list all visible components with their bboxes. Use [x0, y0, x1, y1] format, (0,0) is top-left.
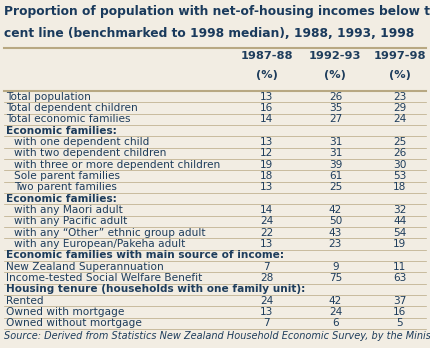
Text: 37: 37	[393, 295, 407, 306]
Text: 19: 19	[260, 160, 273, 170]
Text: Total dependent children: Total dependent children	[6, 103, 138, 113]
Text: 43: 43	[329, 228, 342, 238]
Text: 19: 19	[393, 239, 406, 249]
Text: Rented: Rented	[6, 295, 44, 306]
Text: Source: Derived from Statistics New Zealand Household Economic Survey, by the Mi: Source: Derived from Statistics New Zeal…	[4, 331, 430, 341]
Text: 16: 16	[260, 103, 273, 113]
Text: cent line (benchmarked to 1998 median), 1988, 1993, 1998: cent line (benchmarked to 1998 median), …	[4, 27, 415, 40]
Text: 63: 63	[393, 273, 407, 283]
Text: 14: 14	[260, 114, 273, 125]
Text: 1992-93: 1992-93	[309, 51, 362, 61]
Text: 26: 26	[393, 149, 406, 158]
Text: 42: 42	[329, 295, 342, 306]
Text: 24: 24	[260, 216, 273, 226]
Text: 61: 61	[329, 171, 342, 181]
Text: 25: 25	[329, 182, 342, 192]
Text: 22: 22	[260, 228, 273, 238]
Text: 23: 23	[329, 239, 342, 249]
Text: 7: 7	[263, 262, 270, 271]
Text: Total economic families: Total economic families	[6, 114, 131, 125]
Text: 50: 50	[329, 216, 342, 226]
Text: 25: 25	[393, 137, 406, 147]
Text: Economic families with main source of income:: Economic families with main source of in…	[6, 250, 285, 260]
Text: 28: 28	[260, 273, 273, 283]
Text: 14: 14	[260, 205, 273, 215]
Text: 31: 31	[329, 149, 342, 158]
Text: 35: 35	[329, 103, 342, 113]
Text: 13: 13	[260, 182, 273, 192]
Text: Owned with mortgage: Owned with mortgage	[6, 307, 125, 317]
Text: Owned without mortgage: Owned without mortgage	[6, 318, 142, 328]
Text: 12: 12	[260, 149, 273, 158]
Text: 53: 53	[393, 171, 407, 181]
Text: 18: 18	[260, 171, 273, 181]
Text: 9: 9	[332, 262, 339, 271]
Text: Sole parent families: Sole parent families	[14, 171, 120, 181]
Text: 30: 30	[393, 160, 407, 170]
Text: 6: 6	[332, 318, 339, 328]
Text: 44: 44	[393, 216, 406, 226]
Text: with any European/Pakeha adult: with any European/Pakeha adult	[14, 239, 185, 249]
Text: Income-tested Social Welfare Benefit: Income-tested Social Welfare Benefit	[6, 273, 203, 283]
Text: with two dependent children: with two dependent children	[14, 149, 166, 158]
Text: 11: 11	[393, 262, 406, 271]
Text: with any “Other” ethnic group adult: with any “Other” ethnic group adult	[14, 228, 206, 238]
Text: New Zealand Superannuation: New Zealand Superannuation	[6, 262, 164, 271]
Text: 16: 16	[393, 307, 406, 317]
Text: 31: 31	[329, 137, 342, 147]
Text: 29: 29	[393, 103, 406, 113]
Text: 39: 39	[329, 160, 342, 170]
Text: 32: 32	[393, 205, 407, 215]
Text: 75: 75	[329, 273, 342, 283]
Text: 23: 23	[393, 92, 407, 102]
Text: with any Pacific adult: with any Pacific adult	[14, 216, 127, 226]
Text: 24: 24	[329, 307, 342, 317]
Text: 13: 13	[260, 239, 273, 249]
Text: 54: 54	[393, 228, 406, 238]
Text: with any Maori adult: with any Maori adult	[14, 205, 123, 215]
Text: Total population: Total population	[6, 92, 91, 102]
Text: Economic families:: Economic families:	[6, 126, 117, 136]
Text: 27: 27	[329, 114, 342, 125]
Text: with one dependent child: with one dependent child	[14, 137, 149, 147]
Text: 7: 7	[263, 318, 270, 328]
Text: Housing tenure (households with one family unit):: Housing tenure (households with one fami…	[6, 284, 306, 294]
Text: with three or more dependent children: with three or more dependent children	[14, 160, 220, 170]
Text: 13: 13	[260, 137, 273, 147]
Text: Proportion of population with net-of-housing incomes below the 60 per: Proportion of population with net-of-hou…	[4, 5, 430, 18]
Text: 5: 5	[396, 318, 403, 328]
Text: 24: 24	[393, 114, 406, 125]
Text: 1997-98: 1997-98	[374, 51, 426, 61]
Text: 18: 18	[393, 182, 407, 192]
Text: 13: 13	[260, 92, 273, 102]
Text: Economic families:: Economic families:	[6, 194, 117, 204]
Text: 1987-88: 1987-88	[240, 51, 293, 61]
Text: 42: 42	[329, 205, 342, 215]
Text: 24: 24	[260, 295, 273, 306]
Text: (%): (%)	[256, 70, 277, 80]
Text: 13: 13	[260, 307, 273, 317]
Text: 26: 26	[329, 92, 342, 102]
Text: Two parent families: Two parent families	[14, 182, 117, 192]
Text: (%): (%)	[325, 70, 346, 80]
Text: (%): (%)	[389, 70, 411, 80]
